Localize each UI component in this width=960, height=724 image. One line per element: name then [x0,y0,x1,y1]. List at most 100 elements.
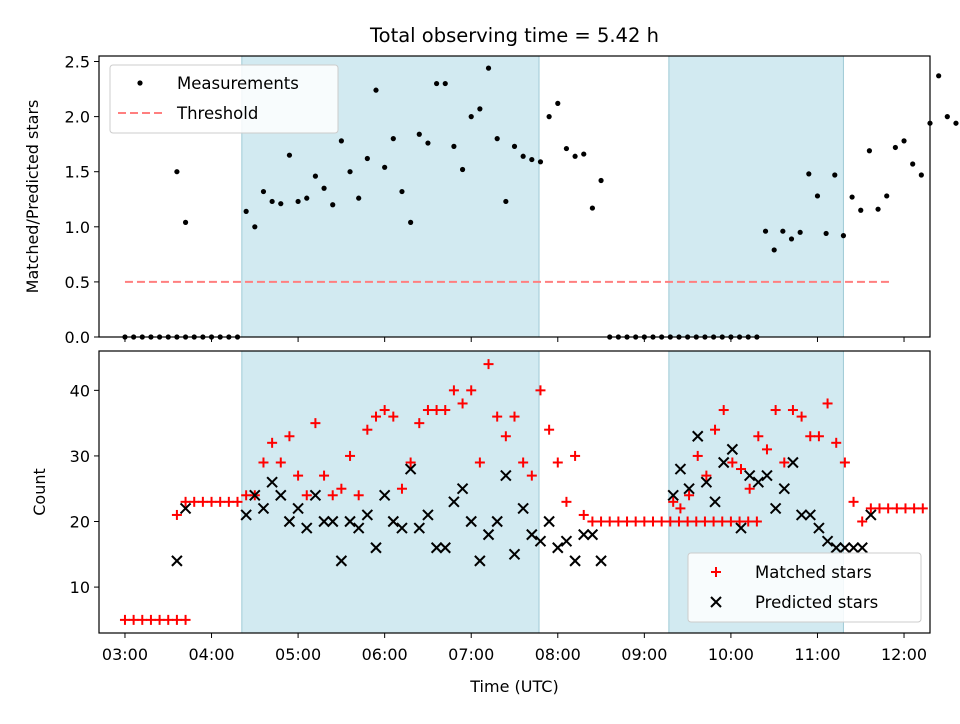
measurement-point [373,87,379,93]
predicted-star-marker [667,489,679,501]
measurement-point [295,198,301,205]
matched-star-marker [699,516,710,527]
predicted-star-marker [318,515,330,528]
predicted-stars-points [171,430,877,567]
chart-title: Total observing time = 5.42 h [369,24,659,47]
matched-star-marker [362,424,373,435]
x-tick-label: 03:00 [102,645,148,664]
matched-star-marker [874,503,885,514]
measurement-point [485,65,492,71]
predicted-star-marker [517,502,529,515]
top-y-tick-label: 2.0 [65,108,90,127]
predicted-star-marker [387,515,400,528]
top-axes-frame [98,55,931,338]
top-y-tick-label: 1.0 [65,218,90,237]
predicted-star-marker [292,502,304,515]
matched-star-marker [692,450,703,461]
measurement-point [563,145,570,152]
matched-star-marker [128,614,139,625]
matched-star-marker [831,437,842,448]
predicted-star-marker [839,542,851,554]
predicted-star-marker [534,535,547,547]
matched-star-marker [900,503,911,514]
predicted-star-marker [761,469,773,482]
matched-star-marker [535,385,546,396]
predicted-star-marker [430,542,443,554]
legend-predicted-label: Predicted stars [755,593,878,612]
predicted-star-marker [456,483,469,495]
predicted-star-marker [674,463,687,475]
legend-threshold-label: Threshold [176,104,258,123]
top-legend: Measurements Threshold [109,64,339,134]
predicted-star-marker [709,496,721,508]
matched-star-marker [917,503,928,514]
matched-star-marker [891,503,902,514]
matched-star-marker [665,516,676,527]
matched-star-marker [717,516,728,527]
legend-matched-label: Matched stars [755,563,872,582]
matched-star-marker [396,483,407,494]
predicted-star-marker [543,515,555,528]
matched-star-marker [414,418,425,429]
predicted-star-marker [275,489,287,501]
measurement-point [892,144,898,151]
bottom-y-axis-label: Count [30,468,49,516]
predicted-star-marker [301,522,313,534]
measurement-point [589,205,596,211]
measurement-point [494,136,500,142]
predicted-star-marker [465,515,477,528]
matched-star-marker [682,516,693,527]
measurement-point [866,148,873,154]
predicted-star-marker [171,555,183,567]
legend-matched-marker [711,567,721,577]
matched-star-marker [578,509,589,520]
matched-star-marker [839,457,850,468]
bottom-shaded-interval-0 [241,350,540,634]
measurement-point [598,177,604,184]
measurement-point [330,202,336,208]
measurement-point [243,208,249,214]
bottom-legend: Matched stars Predicted stars [687,552,922,623]
matched-star-marker [725,516,736,527]
top-legend-box [109,64,339,134]
measurement-point [520,153,526,159]
matched-star-marker [180,496,191,507]
bottom-y-ticks: 10 20 30 40 [70,381,99,597]
matched-star-marker [336,483,347,494]
predicted-star-marker [560,535,573,547]
measurement-point [806,171,812,177]
matched-star-marker [570,450,581,461]
measurement-point [771,247,777,253]
predicted-star-marker [804,509,816,521]
legend-predicted-marker [710,596,722,608]
measurement-point [347,169,353,175]
matched-star-marker [405,457,416,468]
bottom-x-ticks: 03:00 04:00 05:00 06:00 07:00 08:00 09:00 10:00… [102,633,927,664]
matched-star-marker [822,398,833,409]
predicted-star-marker [795,509,808,521]
matched-star-marker [474,457,485,468]
matched-star-marker [727,457,738,468]
x-tick-label: 08:00 [535,645,581,664]
measurement-point [416,131,422,137]
x-axis-label: Time (UTC) [469,677,558,696]
measurement-point [875,206,881,212]
matched-star-marker [770,405,781,416]
predicted-star-marker [344,515,356,528]
matched-star-marker [371,411,381,422]
x-tick-label: 04:00 [188,645,234,664]
matched-star-marker [604,516,615,527]
matched-star-marker [345,450,356,461]
predicted-star-marker [283,515,296,528]
measurement-point [408,219,414,225]
bottom-legend-box [687,552,922,623]
predicted-star-marker [422,509,434,521]
measurement-point [936,73,942,79]
matched-star-marker [137,614,148,625]
matched-star-marker [353,490,364,501]
measurement-point [252,224,258,230]
matched-star-marker [552,457,563,468]
matched-star-marker [310,418,321,429]
matched-star-marker [613,516,624,527]
matched-star-marker [587,516,598,527]
